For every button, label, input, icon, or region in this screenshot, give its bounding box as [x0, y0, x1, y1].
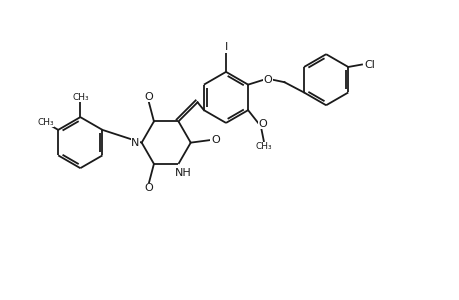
- Text: I: I: [224, 42, 227, 52]
- Text: Cl: Cl: [364, 59, 375, 70]
- Text: NH: NH: [174, 168, 191, 178]
- Text: O: O: [144, 183, 153, 194]
- Text: CH₃: CH₃: [72, 93, 89, 102]
- Text: O: O: [210, 135, 219, 145]
- Text: CH₃: CH₃: [37, 118, 54, 127]
- Text: O: O: [144, 92, 153, 102]
- Text: CH₃: CH₃: [255, 142, 272, 152]
- Text: O: O: [263, 75, 272, 85]
- Text: O: O: [258, 119, 267, 129]
- Text: N: N: [131, 138, 139, 148]
